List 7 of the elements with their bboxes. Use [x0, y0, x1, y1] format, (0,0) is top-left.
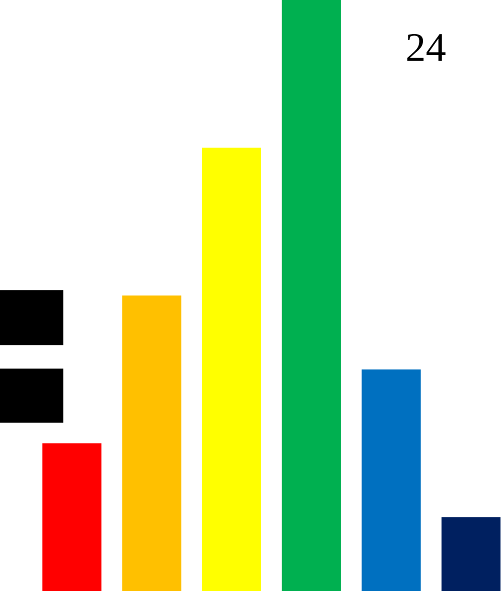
- bar: [42, 443, 102, 591]
- bar: [362, 369, 421, 591]
- bar: [442, 517, 501, 591]
- bar: [122, 295, 182, 591]
- annotation: 24: [407, 34, 446, 61]
- bar: [282, 0, 342, 591]
- bar: [202, 148, 262, 591]
